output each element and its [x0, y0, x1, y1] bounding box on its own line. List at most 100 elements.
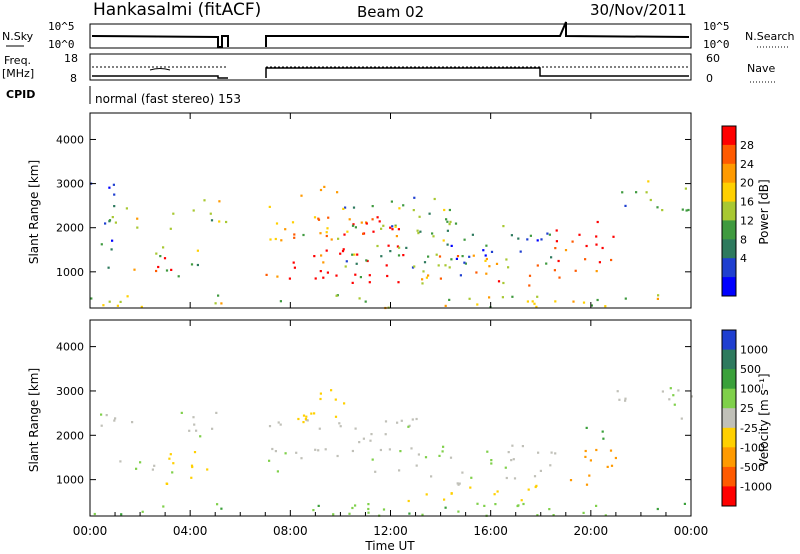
power-cell [528, 284, 531, 287]
power-cell [104, 222, 107, 225]
power-cell [387, 244, 390, 247]
velocity-cell [595, 504, 598, 507]
power-cell [484, 254, 487, 257]
velocity-colorbar-swatch [722, 349, 736, 370]
power-cell [382, 224, 385, 227]
power-cell [395, 235, 398, 238]
power-cell [335, 274, 338, 277]
power-cell [656, 206, 659, 209]
power-colorbar-tick: 12 [740, 214, 754, 227]
power-cell [584, 258, 587, 261]
power-cell [463, 238, 466, 241]
y-tick-label: 2000 [56, 429, 84, 442]
power-colorbar-tick: 4 [740, 252, 747, 265]
power-cell [345, 260, 348, 263]
velocity-cell [417, 453, 420, 456]
velocity-cell [469, 486, 472, 489]
power-cell [624, 204, 627, 207]
velocity-cell [274, 450, 277, 453]
power-cell [386, 274, 389, 278]
power-cell [461, 255, 464, 258]
freq-tick-hi: 18 [64, 52, 78, 65]
velocity-cell [384, 433, 387, 436]
velocity-cell [334, 415, 338, 418]
power-cell [335, 294, 338, 297]
velocity-cell [521, 445, 524, 448]
velocity-cell [295, 451, 298, 454]
power-colorbar-tick: 8 [740, 233, 747, 246]
power-cell [196, 263, 199, 267]
power-cell [574, 269, 577, 272]
power-cell [531, 300, 534, 303]
power-cell [497, 280, 501, 283]
power-cell [326, 227, 329, 230]
velocity-cell [172, 462, 175, 465]
power-cell [322, 261, 325, 264]
power-cell [402, 254, 405, 257]
power-cell [595, 235, 598, 238]
power-cell [459, 274, 462, 277]
power-cell [485, 244, 488, 247]
freq-trace-2 [265, 67, 689, 78]
power-cell [389, 226, 392, 229]
velocity-cell [537, 451, 540, 454]
velocity-y-axis: 4000 3000 2000 1000 [56, 341, 691, 487]
power-cell [325, 231, 328, 234]
power-cell [526, 238, 529, 241]
power-cell [125, 207, 128, 210]
power-cell [428, 212, 431, 215]
power-cell [554, 247, 557, 250]
velocity-cell [216, 503, 219, 506]
power-cell [108, 186, 111, 189]
power-cell [507, 266, 510, 269]
power-cell [446, 229, 449, 232]
power-cell [448, 208, 451, 212]
power-cell [443, 208, 446, 212]
power-cell [456, 255, 460, 258]
nsky-label: N.Sky [2, 30, 34, 43]
velocity-cell [493, 493, 496, 496]
velocity-colorbar-swatch [722, 369, 736, 390]
power-cell [421, 278, 424, 281]
power-cell [291, 221, 295, 224]
power-cell [225, 220, 228, 224]
velocity-cell [407, 425, 410, 428]
velocity-cell [425, 493, 428, 496]
velocity-cell [168, 457, 171, 460]
velocity-cell [582, 511, 585, 514]
power-cell [110, 248, 113, 251]
power-cell [368, 281, 371, 284]
power-colorbar: 28 24 20 16 12 8 4 [721, 125, 754, 297]
power-cell [136, 217, 139, 220]
power-cell [554, 300, 557, 303]
power-cell [372, 230, 375, 233]
power-cell [596, 220, 599, 224]
velocity-cell [673, 403, 676, 406]
power-cell [348, 218, 351, 221]
velocity-cell [354, 504, 357, 507]
power-cell [352, 223, 355, 226]
power-cell [418, 215, 421, 218]
velocity-cell [190, 476, 193, 479]
power-cell [319, 188, 323, 192]
power-cell [159, 255, 162, 258]
velocity-cell [511, 444, 514, 447]
power-cell [342, 248, 345, 251]
velocity-cell [407, 499, 410, 503]
velocity-cell [114, 417, 117, 420]
power-cell [656, 297, 659, 300]
power-cell [536, 295, 539, 298]
power-cell [378, 220, 381, 223]
velocity-cell [348, 512, 351, 515]
nsearch-tick-lo: 10^0 [703, 38, 730, 51]
freq-trace-1 [92, 75, 228, 79]
velocity-cell [358, 441, 361, 444]
power-cell [476, 303, 479, 306]
power-cell [111, 216, 114, 219]
velocity-cell [548, 508, 551, 511]
velocity-cell [505, 476, 508, 480]
power-cell [484, 259, 487, 262]
power-cell [353, 253, 356, 256]
power-cell [621, 191, 624, 194]
velocity-cell [367, 511, 370, 514]
